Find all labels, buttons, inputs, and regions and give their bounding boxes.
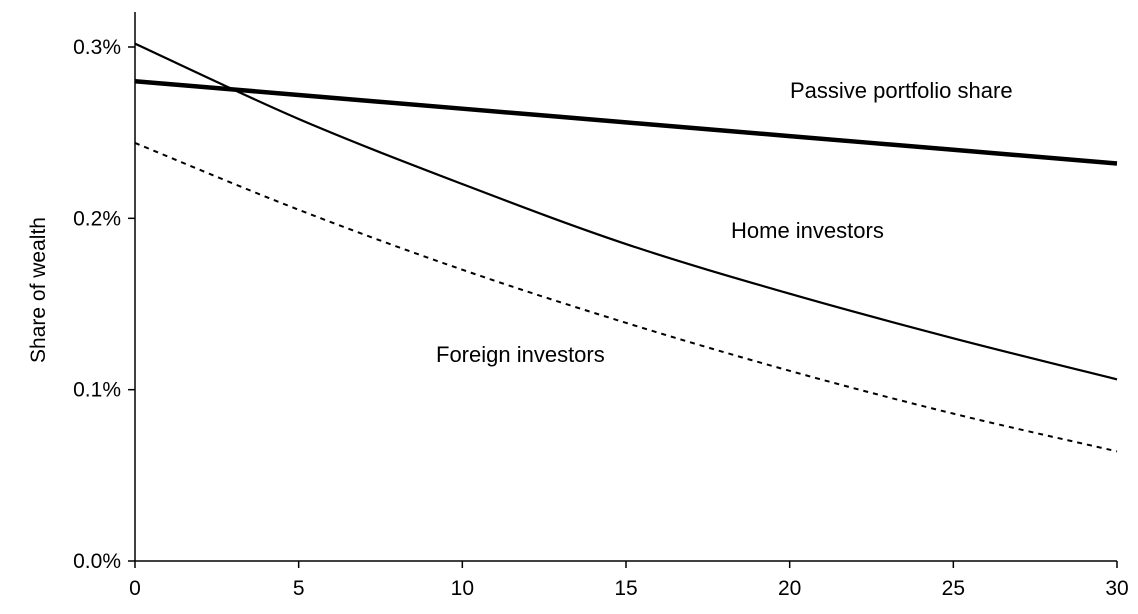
series-line-foreign-investors bbox=[134, 142, 1118, 453]
x-tick-label: 25 bbox=[942, 577, 965, 600]
x-tick-label: 5 bbox=[293, 577, 305, 600]
x-tick-label: 30 bbox=[1105, 577, 1128, 600]
series-label-home: Home investors bbox=[731, 218, 884, 243]
x-tick-label: 15 bbox=[614, 577, 637, 600]
x-tick-label: 0 bbox=[129, 577, 141, 600]
x-tick-label: 10 bbox=[451, 577, 474, 600]
y-tick-label: 0.0% bbox=[73, 550, 121, 573]
y-tick-label: 0.1% bbox=[73, 379, 121, 402]
x-tick-label: 20 bbox=[778, 577, 801, 600]
x-ticks: 0 5 10 15 20 25 30 bbox=[129, 561, 1129, 600]
y-ticks: 0.0% 0.1% 0.2% 0.3% bbox=[73, 36, 135, 573]
y-axis-title: Share of wealth bbox=[27, 217, 50, 363]
series-label-foreign: Foreign investors bbox=[436, 342, 605, 367]
series-line-home-investors bbox=[134, 42, 1118, 381]
y-tick-label: 0.2% bbox=[73, 207, 121, 230]
series-line-passive-portfolio-share bbox=[134, 79, 1118, 166]
y-tick-label: 0.3% bbox=[73, 36, 121, 59]
series-label-passive: Passive portfolio share bbox=[790, 78, 1013, 103]
series-lines bbox=[134, 42, 1118, 453]
